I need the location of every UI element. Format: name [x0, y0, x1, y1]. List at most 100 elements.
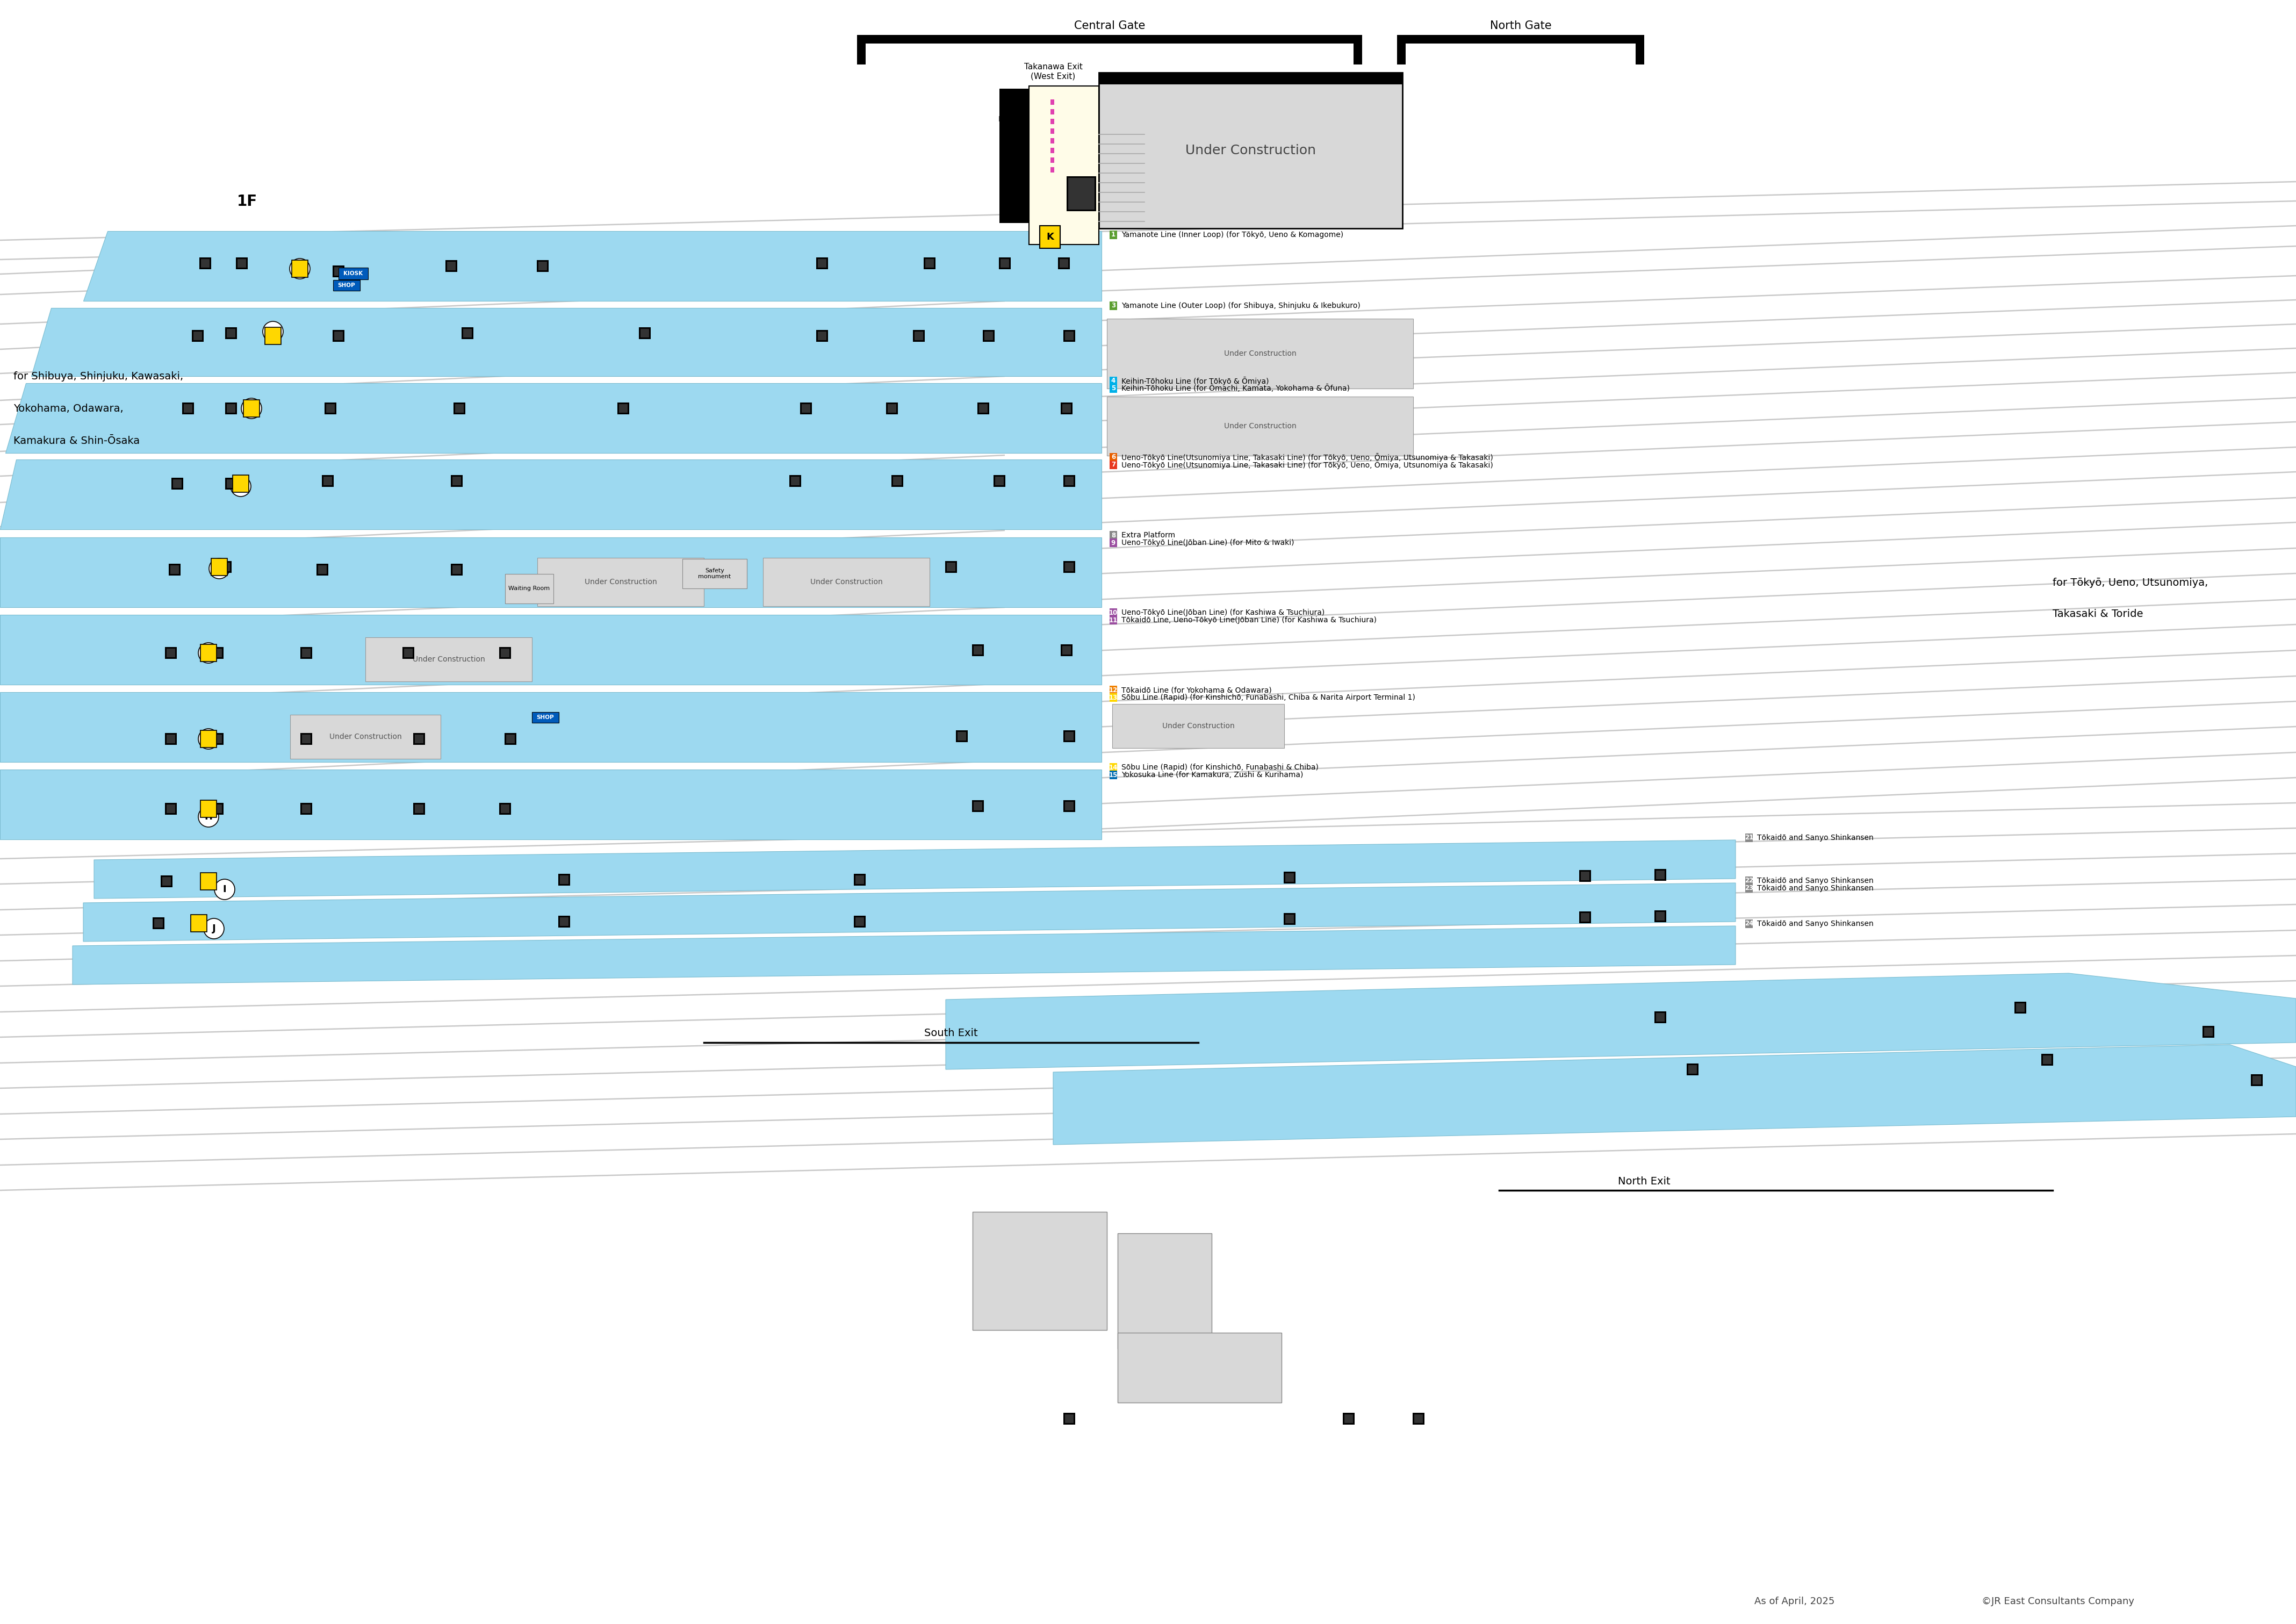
Bar	[1107, 318, 1412, 388]
Bar	[211, 732, 223, 745]
Bar	[335, 266, 342, 276]
Bar	[163, 877, 170, 885]
Bar	[413, 732, 425, 745]
Text: Under Construction: Under Construction	[1162, 723, 1235, 729]
Bar	[856, 875, 863, 883]
Bar	[1109, 531, 1118, 539]
Bar	[1396, 36, 1644, 44]
Polygon shape	[0, 692, 1102, 762]
Bar	[914, 331, 923, 339]
Bar	[165, 646, 177, 659]
Text: SHOP: SHOP	[338, 283, 356, 287]
Bar	[1118, 1333, 1281, 1403]
Bar	[303, 804, 310, 814]
Bar	[1063, 476, 1075, 487]
Circle shape	[209, 559, 230, 578]
Bar	[854, 916, 866, 927]
Bar	[815, 330, 829, 341]
Text: C: C	[248, 404, 255, 412]
Bar	[225, 403, 236, 414]
Bar	[1111, 703, 1283, 749]
Bar	[815, 258, 829, 270]
Bar	[200, 801, 216, 817]
Bar	[1109, 685, 1118, 695]
Bar	[333, 279, 360, 291]
Bar	[1283, 872, 1295, 883]
Bar	[955, 731, 967, 742]
Bar	[1063, 801, 1075, 812]
Bar	[1655, 1013, 1665, 1021]
Bar	[416, 804, 422, 814]
Bar	[790, 476, 801, 487]
Bar	[193, 331, 202, 339]
Bar	[200, 731, 216, 747]
Polygon shape	[73, 926, 1736, 984]
Bar	[1063, 404, 1070, 412]
Bar	[498, 646, 512, 659]
Text: Takanawa Exit
(West Exit): Takanawa Exit (West Exit)	[1024, 63, 1081, 80]
Bar	[618, 403, 629, 414]
Bar	[211, 559, 227, 575]
Text: Tōkaidō Line (for Yokohama & Odawara): Tōkaidō Line (for Yokohama & Odawara)	[1120, 687, 1272, 693]
Text: KIOSK: KIOSK	[344, 271, 363, 276]
Bar	[243, 400, 259, 417]
Bar	[886, 403, 898, 414]
Bar	[227, 479, 236, 487]
Bar	[1396, 36, 1405, 65]
Text: Ueno-Tōkyō Line(Utsunomiya Line, Takasaki Line) (for Tōkyō, Ueno, Ōmiya, Utsunom: Ueno-Tōkyō Line(Utsunomiya Line, Takasak…	[1120, 453, 1492, 461]
Bar	[202, 258, 209, 268]
Bar	[1745, 833, 1752, 843]
Polygon shape	[0, 460, 1102, 529]
Bar	[2250, 1073, 2262, 1086]
Text: E: E	[216, 564, 223, 573]
Bar	[227, 330, 236, 338]
Bar	[856, 36, 1362, 44]
Bar	[1582, 872, 1589, 880]
Bar	[2014, 1002, 2027, 1013]
Bar	[799, 403, 813, 414]
Bar	[464, 330, 471, 338]
Bar	[333, 330, 344, 341]
Bar	[1063, 560, 1075, 573]
Bar	[338, 268, 367, 279]
Circle shape	[197, 807, 218, 827]
Polygon shape	[94, 840, 1736, 898]
Text: 8: 8	[1111, 531, 1116, 539]
Text: Yamanote Line (Inner Loop) (for Tōkyō, Ueno & Komagome): Yamanote Line (Inner Loop) (for Tōkyō, U…	[1120, 231, 1343, 239]
Text: Waiting Room: Waiting Room	[507, 586, 551, 591]
Bar	[1580, 911, 1591, 922]
Bar	[172, 479, 181, 487]
Bar	[168, 648, 174, 658]
Text: Under Construction: Under Construction	[1224, 422, 1297, 430]
Bar	[1283, 913, 1295, 924]
Text: ©JR East Consultants Company: ©JR East Consultants Company	[1981, 1596, 2135, 1606]
Bar	[817, 258, 827, 268]
Bar	[957, 732, 967, 741]
Bar	[1655, 911, 1667, 922]
Bar	[762, 557, 930, 606]
Bar	[2252, 1075, 2262, 1085]
Text: B: B	[269, 326, 276, 336]
Bar	[925, 258, 934, 268]
Polygon shape	[0, 538, 1102, 607]
Bar	[501, 804, 510, 814]
Text: 13: 13	[1109, 693, 1118, 702]
Bar	[301, 802, 312, 815]
Bar	[1052, 128, 1054, 133]
Text: 24: 24	[1745, 921, 1754, 927]
Text: North Exit: North Exit	[1619, 1176, 1671, 1186]
Bar	[200, 645, 216, 661]
Bar	[452, 477, 461, 486]
Bar	[200, 258, 211, 270]
Text: Keikyū
Line: Keikyū Line	[999, 115, 1022, 132]
Bar	[1414, 1415, 1424, 1423]
Text: for Shibuya, Shinjuku, Kawasaki,: for Shibuya, Shinjuku, Kawasaki,	[14, 370, 184, 382]
Bar	[1052, 99, 1054, 106]
Polygon shape	[1054, 1044, 2296, 1145]
Text: As of April, 2025: As of April, 2025	[1754, 1596, 1835, 1606]
Bar	[893, 477, 902, 486]
Bar	[1355, 36, 1362, 65]
Bar	[1688, 1065, 1697, 1073]
Bar	[946, 562, 955, 572]
Bar	[172, 477, 184, 489]
